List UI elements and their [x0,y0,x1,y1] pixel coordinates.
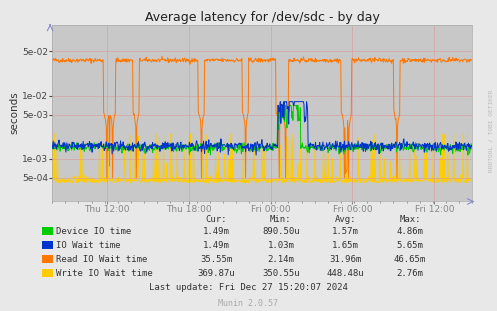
Text: 31.96m: 31.96m [330,255,361,264]
Text: IO Wait time: IO Wait time [56,241,121,250]
Text: 4.86m: 4.86m [397,227,423,236]
Text: Min:: Min: [270,215,292,224]
Text: Read IO Wait time: Read IO Wait time [56,255,148,264]
Text: Last update: Fri Dec 27 15:20:07 2024: Last update: Fri Dec 27 15:20:07 2024 [149,283,348,292]
Text: Device IO time: Device IO time [56,227,131,236]
Text: Write IO Wait time: Write IO Wait time [56,269,153,278]
Text: 2.14m: 2.14m [267,255,294,264]
Text: 46.65m: 46.65m [394,255,426,264]
Text: 1.49m: 1.49m [203,227,230,236]
Text: 1.49m: 1.49m [203,241,230,250]
Title: Average latency for /dev/sdc - by day: Average latency for /dev/sdc - by day [145,11,380,24]
Y-axis label: seconds: seconds [9,91,19,134]
Text: 890.50u: 890.50u [262,227,300,236]
Text: 448.48u: 448.48u [327,269,364,278]
Text: 35.55m: 35.55m [200,255,232,264]
Text: Max:: Max: [399,215,421,224]
Text: Avg:: Avg: [334,215,356,224]
Text: 2.76m: 2.76m [397,269,423,278]
Text: 1.57m: 1.57m [332,227,359,236]
Text: 5.65m: 5.65m [397,241,423,250]
Text: 350.55u: 350.55u [262,269,300,278]
Text: Cur:: Cur: [205,215,227,224]
Text: RRDTOOL / TOBI OETIKER: RRDTOOL / TOBI OETIKER [489,89,494,172]
Text: Munin 2.0.57: Munin 2.0.57 [219,299,278,308]
Text: 369.87u: 369.87u [197,269,235,278]
Text: 1.03m: 1.03m [267,241,294,250]
Text: 1.65m: 1.65m [332,241,359,250]
